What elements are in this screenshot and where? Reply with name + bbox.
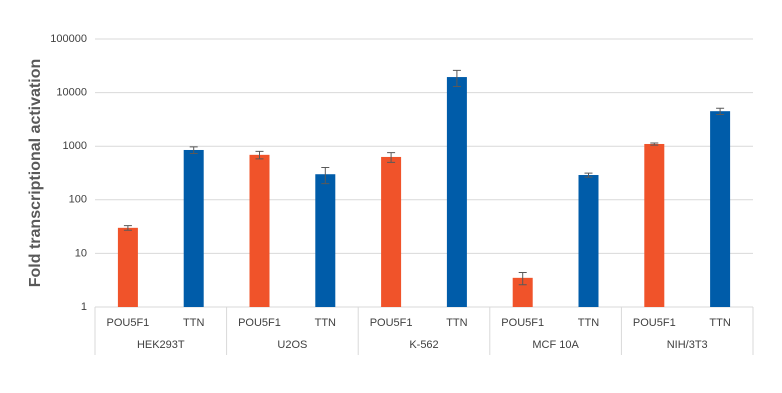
error-bar [716, 107, 725, 116]
error-bar [584, 172, 593, 178]
x-tick-label: TTN [578, 317, 599, 329]
y-tick-label: 10000 [56, 87, 87, 99]
bar [315, 174, 336, 307]
error-bar [518, 272, 527, 286]
error-bar [650, 142, 659, 146]
group-label: U2OS [277, 339, 307, 351]
group-label: NIH/3T3 [667, 339, 708, 351]
y-tick-label: 1 [81, 301, 87, 313]
error-bar [452, 69, 461, 87]
bar [512, 277, 533, 307]
x-tick-label: POU5F1 [501, 317, 544, 329]
x-tick-label: POU5F1 [633, 317, 676, 329]
y-axis-title: Fold transcriptional activation [27, 59, 44, 287]
error-bar [255, 150, 264, 160]
x-tick-label: TTN [183, 317, 204, 329]
group-label: K-562 [409, 339, 438, 351]
bar [710, 111, 731, 308]
bar [117, 227, 138, 307]
error-bar [123, 225, 132, 231]
bar [446, 77, 467, 308]
bar [249, 154, 270, 307]
x-tick-label: POU5F1 [370, 317, 413, 329]
y-tick-label: 100000 [50, 33, 87, 45]
bar [578, 175, 599, 307]
group-label: HEK293T [137, 339, 185, 351]
x-tick-label: TTN [446, 317, 467, 329]
error-bar [387, 152, 396, 163]
x-tick-label: POU5F1 [107, 317, 150, 329]
y-tick-label: 100 [69, 194, 87, 206]
x-tick-label: POU5F1 [238, 317, 281, 329]
error-bar [321, 167, 330, 185]
error-bar [189, 146, 198, 155]
bar [644, 143, 665, 307]
x-tick-label: TTN [315, 317, 336, 329]
x-tick-label: TTN [709, 317, 730, 329]
bar [183, 149, 204, 307]
bar [381, 156, 402, 307]
y-tick-label: 1000 [63, 140, 87, 152]
group-label: MCF 10A [532, 339, 579, 351]
y-tick-label: 10 [75, 247, 87, 259]
